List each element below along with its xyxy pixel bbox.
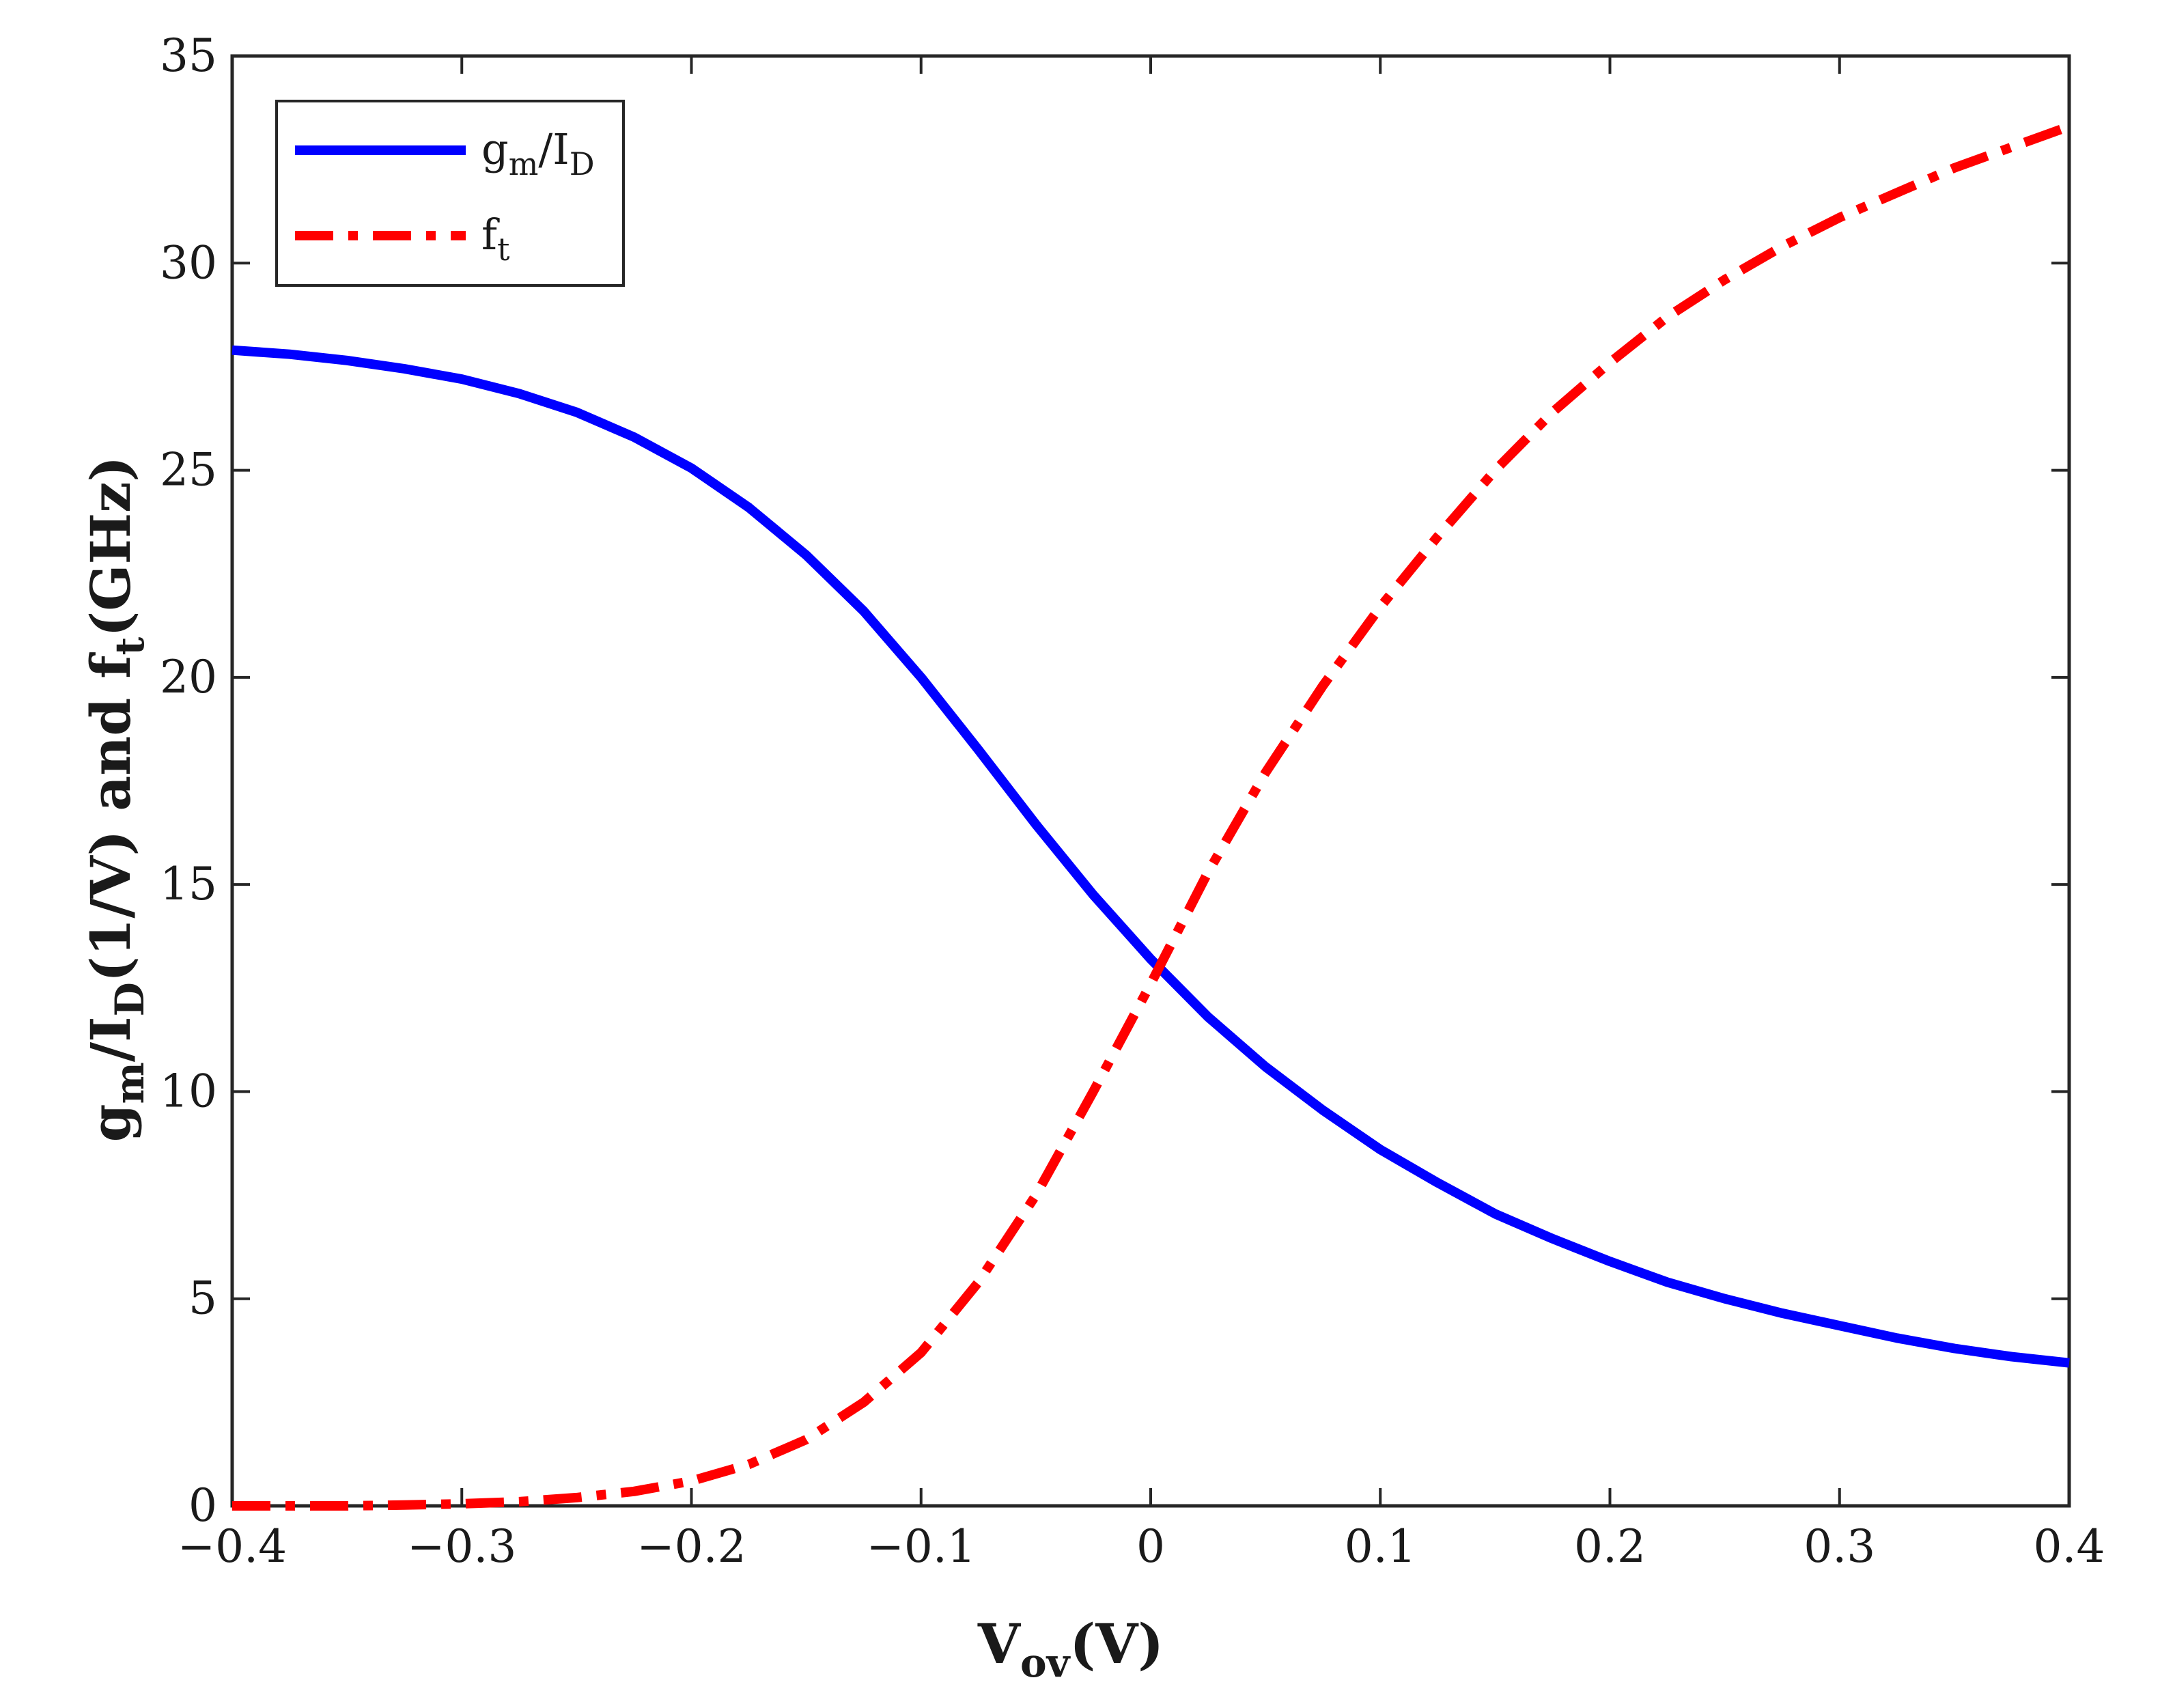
y-axis-title-p1sub: m: [107, 1062, 153, 1104]
legend-box: [275, 100, 625, 287]
y-tick-label: 20: [160, 651, 217, 703]
x-tick-label: −0.2: [636, 1520, 746, 1573]
x-axis-title-main: V: [977, 1612, 1022, 1676]
legend-label-gm-id: gm/ID: [481, 124, 595, 182]
y-tick-labels: 0 5 10 15 20 25 30 35: [160, 29, 217, 1532]
x-axis-title-sub: ov: [1020, 1640, 1071, 1686]
y-tick-label: 30: [160, 236, 217, 289]
x-tick-labels: −0.4 −0.3 −0.2 −0.1 0 0.1 0.2 0.3 0.4: [178, 1520, 2105, 1573]
y-tick-label: 15: [160, 858, 217, 910]
y-axis-title-p4: (GHz): [79, 456, 143, 637]
y-axis-title-p3: (1/V) and f: [79, 652, 143, 982]
plot-area: [230, 54, 2071, 1508]
series-line-gm-id: [232, 345, 2070, 1368]
y-tick-label: 25: [160, 444, 217, 496]
x-tick-label: −0.4: [178, 1520, 287, 1573]
x-tick-label: 0: [1136, 1520, 1165, 1573]
x-tick-label: 0.1: [1345, 1520, 1416, 1573]
x-tick-label: 0.4: [2034, 1520, 2105, 1573]
x-tick-label: 0.2: [1574, 1520, 1646, 1573]
x-tick-label: 0.3: [1804, 1520, 1875, 1573]
y-tick-label: 0: [188, 1479, 217, 1532]
x-axis-title: Vov(V): [977, 1612, 1164, 1686]
y-tick-label: 35: [160, 29, 217, 82]
series-lines: [232, 122, 2071, 1511]
y-axis-title-p3sub: t: [107, 636, 153, 655]
y-axis-title-p1: g: [79, 1104, 143, 1142]
legend-label-ft: ft: [481, 210, 510, 268]
y-axis-title-p2sub: D: [107, 982, 153, 1016]
x-axis-title-rest: (V): [1069, 1612, 1164, 1676]
y-tick-label: 10: [160, 1065, 217, 1117]
y-tick-label: 5: [188, 1272, 217, 1325]
legend: gm/ID ft: [275, 100, 625, 287]
x-tick-label: −0.1: [867, 1520, 976, 1573]
series-line-ft: [232, 122, 2071, 1511]
y-axis-title-p2: /I: [79, 1016, 143, 1062]
y-axis-title: gm/ID(1/V) and ft(GHz): [79, 456, 153, 1143]
x-tick-label: −0.3: [407, 1520, 516, 1573]
